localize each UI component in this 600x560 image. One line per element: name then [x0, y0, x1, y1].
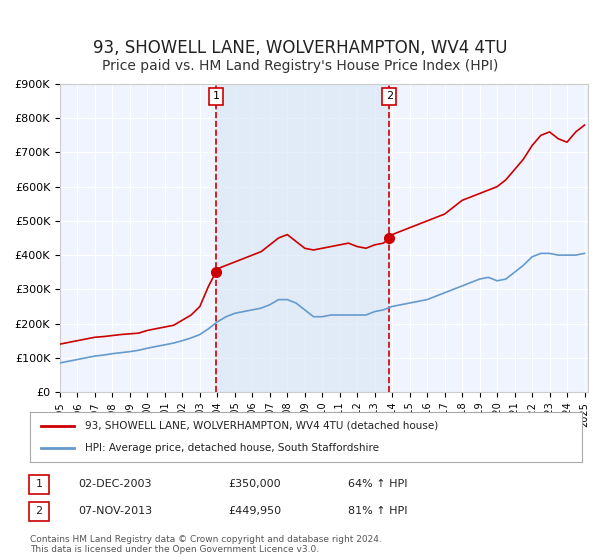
Text: 02-DEC-2003: 02-DEC-2003: [78, 479, 151, 489]
Text: Price paid vs. HM Land Registry's House Price Index (HPI): Price paid vs. HM Land Registry's House …: [102, 59, 498, 73]
Text: Contains HM Land Registry data © Crown copyright and database right 2024.: Contains HM Land Registry data © Crown c…: [30, 535, 382, 544]
Text: 2: 2: [386, 91, 393, 101]
Bar: [216, 84, 389, 392]
Text: £449,950: £449,950: [228, 506, 281, 516]
Text: 64% ↑ HPI: 64% ↑ HPI: [348, 479, 407, 489]
Text: 2: 2: [35, 506, 43, 516]
Text: 81% ↑ HPI: 81% ↑ HPI: [348, 506, 407, 516]
Text: 07-NOV-2013: 07-NOV-2013: [78, 506, 152, 516]
Text: 1: 1: [35, 479, 43, 489]
Text: £350,000: £350,000: [228, 479, 281, 489]
Text: 93, SHOWELL LANE, WOLVERHAMPTON, WV4 4TU: 93, SHOWELL LANE, WOLVERHAMPTON, WV4 4TU: [93, 39, 507, 57]
Text: This data is licensed under the Open Government Licence v3.0.: This data is licensed under the Open Gov…: [30, 545, 319, 554]
Text: 93, SHOWELL LANE, WOLVERHAMPTON, WV4 4TU (detached house): 93, SHOWELL LANE, WOLVERHAMPTON, WV4 4TU…: [85, 421, 439, 431]
Text: HPI: Average price, detached house, South Staffordshire: HPI: Average price, detached house, Sout…: [85, 443, 379, 453]
Text: 1: 1: [212, 91, 220, 101]
